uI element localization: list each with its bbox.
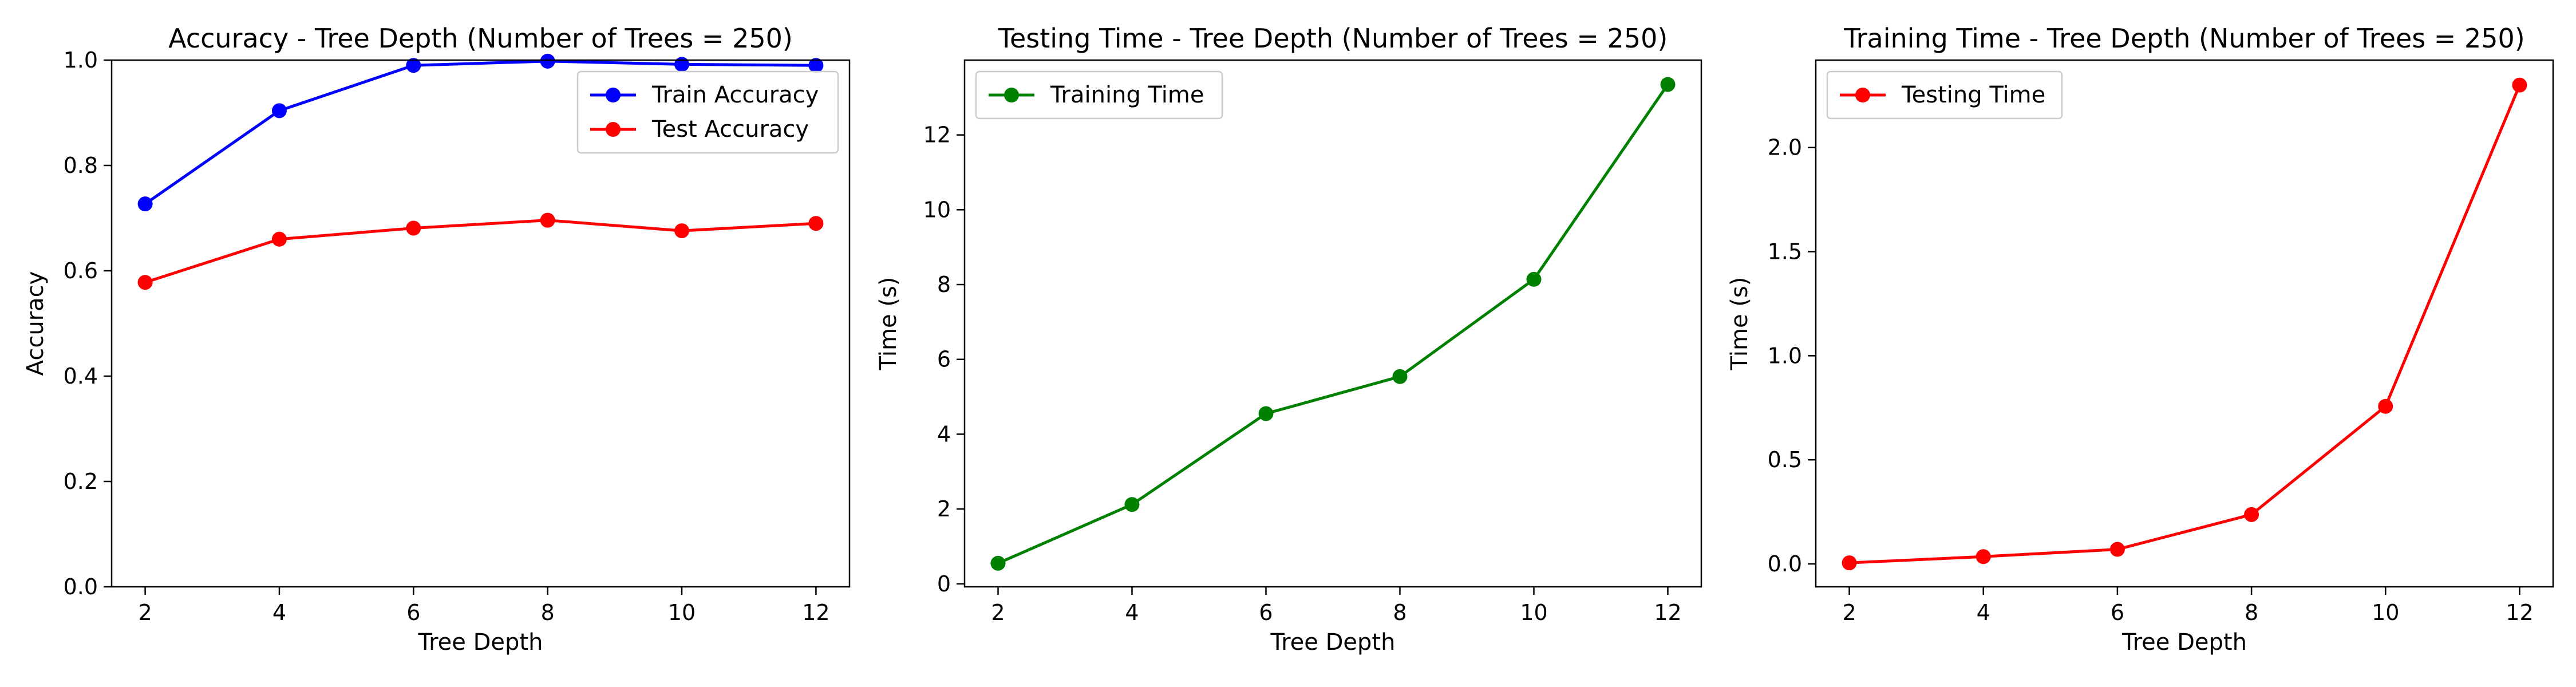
chart-title: Testing Time - Tree Depth (Number of Tre… bbox=[998, 23, 1668, 54]
data-point bbox=[406, 58, 421, 73]
x-tick-label: 4 bbox=[272, 600, 286, 625]
y-tick-label: 0 bbox=[937, 571, 951, 597]
data-point bbox=[406, 220, 421, 236]
data-point bbox=[990, 555, 1006, 571]
legend-label: Train Accuracy bbox=[651, 82, 819, 108]
plot-frame bbox=[1815, 59, 2554, 588]
legend: Testing Time bbox=[1826, 70, 2063, 120]
legend-box bbox=[576, 70, 839, 154]
x-tick-label: 4 bbox=[1125, 600, 1139, 625]
data-point bbox=[540, 53, 555, 69]
data-point bbox=[2378, 398, 2393, 414]
legend-marker bbox=[606, 122, 621, 137]
x-tick-label: 4 bbox=[1977, 600, 1990, 625]
y-tick-label: 6 bbox=[937, 347, 951, 372]
data-point bbox=[1258, 406, 1274, 421]
x-axis-label: Tree Depth bbox=[418, 629, 543, 656]
chart-title: Accuracy - Tree Depth (Number of Trees =… bbox=[168, 23, 793, 54]
x-tick-label: 6 bbox=[2111, 600, 2124, 625]
data-point bbox=[1526, 271, 1542, 287]
x-tick-label: 12 bbox=[2506, 600, 2533, 625]
y-tick-label: 1.5 bbox=[1768, 239, 1802, 264]
legend-label: Test Accuracy bbox=[651, 116, 809, 143]
y-tick-label: 0.0 bbox=[1768, 551, 1802, 577]
series-line bbox=[1849, 84, 2521, 564]
plot-frame bbox=[110, 59, 851, 588]
data-point bbox=[1124, 497, 1140, 512]
y-tick-label: 0.2 bbox=[64, 469, 98, 494]
data-point bbox=[2512, 77, 2527, 93]
legend: Train Accuracy Test Accuracy bbox=[576, 70, 839, 154]
x-axis-label: Tree Depth bbox=[1270, 629, 1396, 656]
legend-box bbox=[975, 70, 1223, 120]
y-tick-label: 2 bbox=[937, 496, 951, 522]
legend: Training Time bbox=[975, 70, 1223, 120]
legend-box bbox=[1826, 70, 2063, 120]
legend-marker bbox=[1004, 88, 1019, 102]
data-point bbox=[271, 231, 287, 247]
x-tick-label: 8 bbox=[541, 600, 555, 625]
data-point bbox=[2244, 507, 2259, 522]
accuracy-chart: Accuracy - Tree Depth (Number of Trees =… bbox=[22, 23, 851, 656]
data-point bbox=[1660, 77, 1676, 92]
x-tick-label: 10 bbox=[1520, 600, 1547, 625]
y-axis-label: Accuracy bbox=[22, 271, 49, 376]
data-point bbox=[137, 275, 153, 290]
data-point bbox=[137, 196, 153, 212]
data-point bbox=[1976, 549, 1991, 564]
y-tick-label: 8 bbox=[937, 272, 951, 297]
x-tick-label: 8 bbox=[2245, 600, 2258, 625]
y-tick-label: 0.5 bbox=[1768, 447, 1802, 472]
plot-frame bbox=[963, 59, 1702, 588]
series-line bbox=[997, 84, 1669, 565]
y-tick-label: 1.0 bbox=[64, 48, 98, 73]
series-line bbox=[144, 60, 816, 206]
x-tick-label: 2 bbox=[1842, 600, 1856, 625]
y-tick-label: 0.8 bbox=[64, 153, 98, 178]
data-point bbox=[2109, 542, 2125, 557]
x-tick-label: 10 bbox=[2372, 600, 2399, 625]
y-tick-label: 0.6 bbox=[64, 258, 98, 283]
x-axis-label: Tree Depth bbox=[2121, 629, 2247, 656]
chart-title: Training Time - Tree Depth (Number of Tr… bbox=[1843, 23, 2524, 54]
data-point bbox=[1842, 555, 1857, 571]
y-tick-label: 12 bbox=[923, 123, 951, 148]
legend-marker bbox=[1855, 88, 1870, 102]
training-time-chart: Training Time - Tree Depth (Number of Tr… bbox=[1726, 23, 2554, 656]
y-axis-label: Time (s) bbox=[1726, 277, 1753, 371]
y-axis-label: Time (s) bbox=[875, 277, 902, 371]
legend-label: Training Time bbox=[1050, 82, 1204, 108]
testing-time-chart: Testing Time - Tree Depth (Number of Tre… bbox=[875, 23, 1702, 656]
data-point bbox=[674, 223, 690, 239]
data-point bbox=[271, 103, 287, 119]
x-tick-label: 8 bbox=[1393, 600, 1406, 625]
x-tick-label: 12 bbox=[1654, 600, 1681, 625]
x-tick-label: 10 bbox=[668, 600, 696, 625]
data-point bbox=[674, 57, 690, 72]
y-tick-label: 1.0 bbox=[1768, 343, 1802, 368]
y-tick-label: 0.0 bbox=[64, 574, 98, 599]
x-tick-label: 6 bbox=[406, 600, 420, 625]
x-tick-label: 6 bbox=[1259, 600, 1273, 625]
x-tick-label: 12 bbox=[802, 600, 829, 625]
legend-label: Testing Time bbox=[1901, 82, 2045, 108]
legend-marker bbox=[606, 88, 621, 102]
y-tick-label: 2.0 bbox=[1768, 135, 1802, 160]
x-tick-label: 2 bbox=[138, 600, 152, 625]
x-tick-label: 2 bbox=[991, 600, 1005, 625]
data-point bbox=[808, 216, 824, 231]
series-line bbox=[144, 219, 816, 284]
data-point bbox=[540, 212, 555, 228]
y-tick-label: 10 bbox=[923, 197, 951, 222]
y-tick-label: 4 bbox=[937, 421, 951, 447]
y-tick-label: 0.4 bbox=[64, 364, 98, 389]
data-point bbox=[1392, 369, 1408, 384]
data-point bbox=[808, 58, 824, 73]
